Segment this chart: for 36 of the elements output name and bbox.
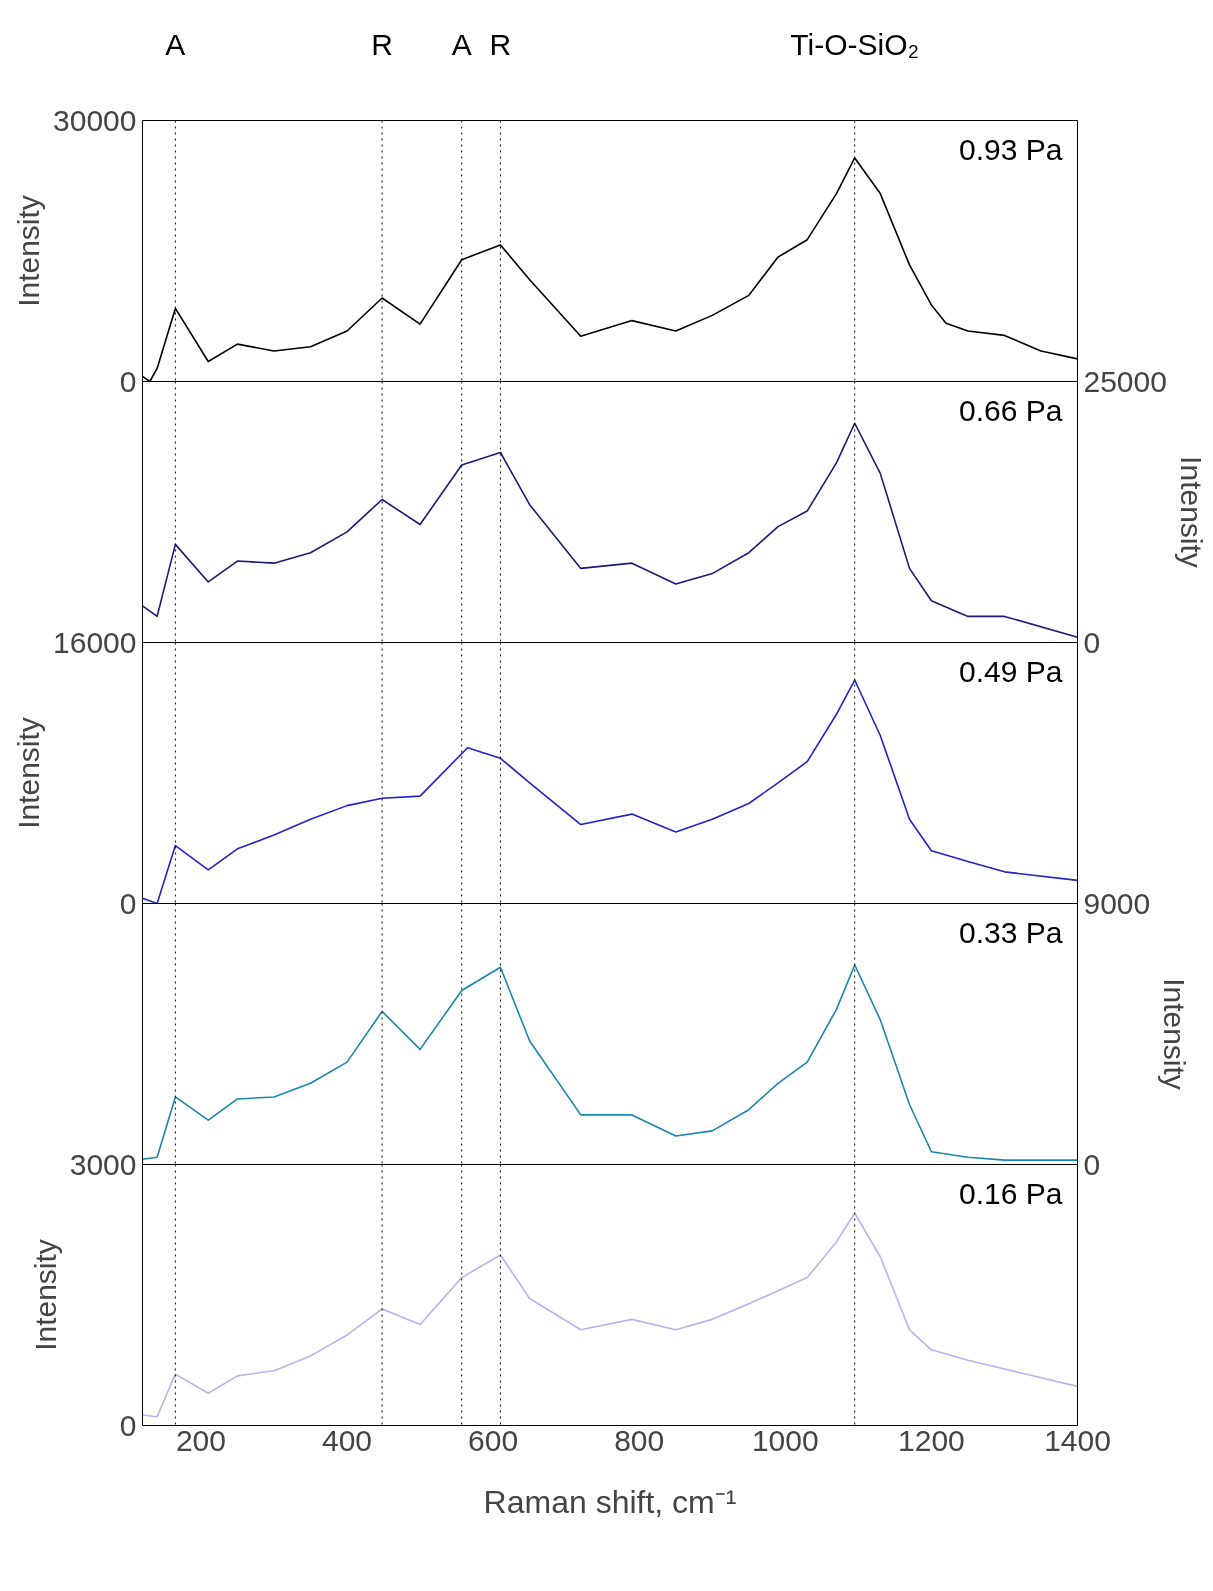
y2-tick-label: 0 bbox=[1083, 1147, 1101, 1181]
y-tick-label: 30000 bbox=[53, 103, 137, 137]
x-tick-label: 1000 bbox=[751, 1423, 819, 1457]
ref-line-label: R bbox=[489, 27, 512, 61]
y-tick-label: 16000 bbox=[53, 625, 137, 659]
x-axis-title: Raman shift, cm⁻¹ bbox=[483, 1483, 737, 1520]
ref-line-label: A bbox=[451, 27, 472, 61]
y-tick-label: 0 bbox=[119, 364, 137, 398]
ref-line-label: A bbox=[165, 27, 186, 61]
y2-tick-label: 0 bbox=[1083, 625, 1101, 659]
y-tick-label: 3000 bbox=[69, 1147, 137, 1181]
y-axis-title: Intensity bbox=[12, 195, 46, 307]
annotation: 0.16 Pa bbox=[959, 1176, 1063, 1210]
line-series bbox=[142, 422, 1078, 639]
y2-axis-title: Intensity bbox=[1174, 456, 1208, 568]
x-tick-label: 600 bbox=[468, 1423, 519, 1457]
y2-axis-title: Intensity bbox=[1158, 978, 1192, 1090]
annotation: 0.49 Pa bbox=[959, 654, 1063, 688]
annotation: 0.66 Pa bbox=[959, 393, 1063, 427]
x-tick-label: 1200 bbox=[898, 1423, 965, 1457]
line-series bbox=[142, 1212, 1078, 1418]
y-tick-label: 0 bbox=[119, 1408, 137, 1442]
annotation: 0.93 Pa bbox=[959, 132, 1063, 166]
annotation: 0.33 Pa bbox=[959, 915, 1063, 949]
x-tick-label: 400 bbox=[322, 1423, 373, 1457]
y2-tick-label: 9000 bbox=[1083, 886, 1151, 920]
y-axis-title: Intensity bbox=[28, 1239, 62, 1351]
ref-line-label: R bbox=[371, 27, 393, 61]
y-tick-label: 0 bbox=[119, 886, 137, 920]
y2-tick-label: 25000 bbox=[1083, 364, 1167, 398]
x-tick-label: 1400 bbox=[1044, 1423, 1111, 1457]
y-axis-title: Intensity bbox=[12, 717, 46, 829]
x-tick-label: 200 bbox=[175, 1423, 226, 1457]
line-series bbox=[142, 964, 1078, 1161]
x-tick-label: 800 bbox=[614, 1423, 665, 1457]
ref-line-label: Ti-O-SiO₂ bbox=[790, 27, 920, 61]
